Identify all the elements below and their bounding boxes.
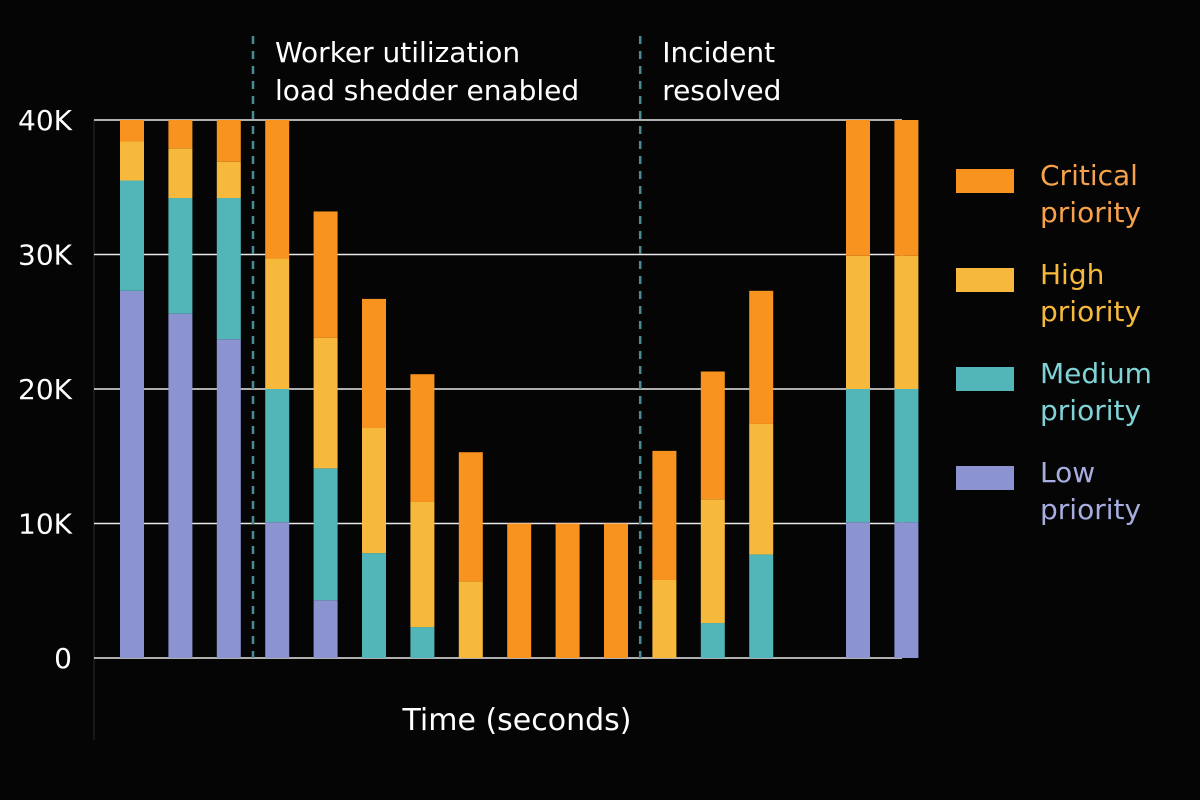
bar-high-12 [652,579,677,658]
bar-high-3 [216,161,241,199]
bar-critical-14 [749,290,774,424]
legend-swatch-high [956,268,1014,292]
x-axis-label: Time (seconds) [402,703,632,738]
bar-critical-16 [846,120,870,256]
annotation-label-1-line-0: Incident [662,36,775,69]
bar-high-8 [458,581,483,658]
bar-critical-17 [894,120,919,256]
bar-high-17 [894,255,919,389]
bar-low-16 [846,522,870,658]
legend: Critical priority High priority Medium p… [954,157,1194,553]
bar-critical-13 [700,371,725,500]
bar-critical-6 [362,298,386,429]
bar-critical-2 [168,120,193,149]
bar-low-2 [168,313,193,658]
bar-critical-8 [458,452,483,582]
legend-label-low: Low priority [1040,456,1142,526]
bar-medium-2 [168,198,193,314]
bar-critical-12 [652,450,677,580]
bar-medium-14 [749,554,774,658]
bar-high-2 [168,148,193,199]
legend-label-critical: Critical priority [1040,159,1142,229]
bar-critical-1 [120,120,144,142]
bar-high-7 [410,501,435,628]
bar-low-4 [265,522,290,658]
bar-medium-3 [216,198,241,340]
bar-high-16 [846,255,870,389]
annotation-label-1-line-1: resolved [662,74,781,107]
bar-medium-4 [265,389,290,523]
bar-critical-5 [313,211,338,338]
legend-item-critical: Critical priority [954,157,1194,256]
bar-critical-11 [604,523,628,658]
bar-high-6 [362,428,386,554]
bar-low-1 [120,290,144,658]
y-tick-label-0: 0 [54,642,72,675]
legend-swatch-medium [956,367,1014,391]
bar-high-4 [265,258,290,389]
bar-critical-4 [265,120,290,259]
bar-high-14 [749,423,774,555]
legend-label-medium: Medium priority [1040,357,1152,427]
legend-item-low: Low priority [954,454,1194,553]
bar-medium-5 [313,468,338,601]
y-tick-label-1: 10K [18,508,73,541]
y-tick-label-2: 20K [18,373,73,406]
y-tick-label-3: 30K [18,239,73,272]
bar-critical-3 [216,120,241,162]
legend-label-high: High priority [1040,258,1142,328]
bar-high-5 [313,337,338,469]
bar-critical-9 [507,523,532,658]
bar-medium-16 [846,389,870,523]
annotation-label-0-line-1: load shedder enabled [275,74,579,107]
legend-item-medium: Medium priority [954,355,1194,454]
bar-critical-7 [410,374,435,502]
y-tick-label-4: 40K [18,104,73,137]
bar-low-3 [216,339,241,658]
legend-swatch-low [956,466,1014,490]
bar-medium-6 [362,553,386,658]
bar-medium-1 [120,180,144,291]
bar-high-1 [120,141,144,181]
bar-critical-10 [555,523,580,658]
legend-swatch-critical [956,169,1014,193]
bar-low-5 [313,600,338,658]
bar-low-17 [894,522,919,658]
bar-medium-13 [700,623,725,658]
bar-medium-7 [410,627,435,658]
annotation-label-0-line-0: Worker utilization [275,36,520,69]
bar-high-13 [700,499,725,624]
bar-medium-17 [894,389,919,523]
legend-item-high: High priority [954,256,1194,355]
